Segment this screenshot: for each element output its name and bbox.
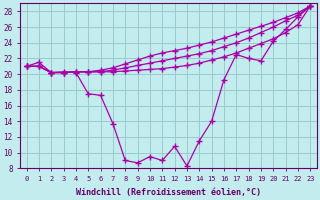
- X-axis label: Windchill (Refroidissement éolien,°C): Windchill (Refroidissement éolien,°C): [76, 188, 261, 197]
